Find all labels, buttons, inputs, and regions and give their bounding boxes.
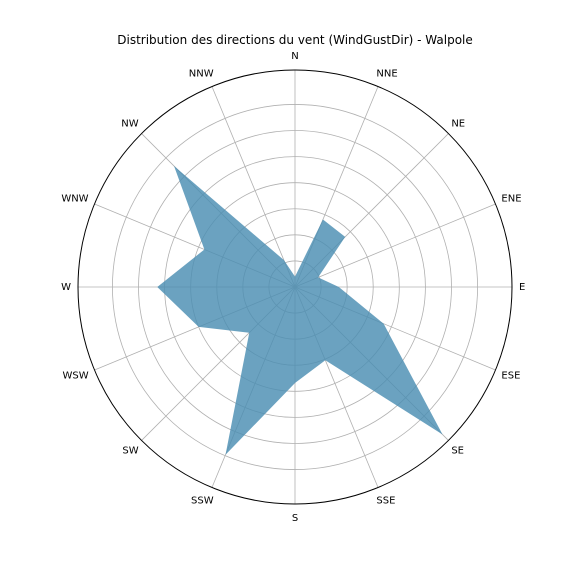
direction-label-w: W xyxy=(61,282,71,293)
direction-labels: N NNE NE ENE E ESE SE SSE S SSW SW WSW W WNW NW NNW xyxy=(61,51,525,524)
direction-label-ese: ESE xyxy=(501,370,520,381)
direction-label-wnw: WNW xyxy=(61,194,88,205)
direction-label-nne: NNE xyxy=(376,69,397,80)
polar-frame xyxy=(77,69,513,505)
direction-label-s: S xyxy=(292,513,298,524)
direction-label-sw: SW xyxy=(122,445,138,456)
direction-label-ne: NE xyxy=(451,119,465,130)
direction-label-sse: SSE xyxy=(376,495,395,506)
wind-direction-area xyxy=(157,166,443,455)
chart-title: Distribution des directions du vent (Win… xyxy=(117,33,473,47)
direction-label-e: E xyxy=(519,282,525,293)
direction-label-ssw: SSW xyxy=(191,495,214,506)
direction-label-wsw: WSW xyxy=(62,370,88,381)
direction-label-nnw: NNW xyxy=(189,69,214,80)
direction-label-nw: NW xyxy=(121,119,138,130)
direction-label-n: N xyxy=(291,51,298,62)
spoke-ene xyxy=(294,203,496,288)
direction-label-ene: ENE xyxy=(501,194,521,205)
spoke-nnw xyxy=(211,86,296,288)
direction-label-se: SE xyxy=(451,445,464,456)
